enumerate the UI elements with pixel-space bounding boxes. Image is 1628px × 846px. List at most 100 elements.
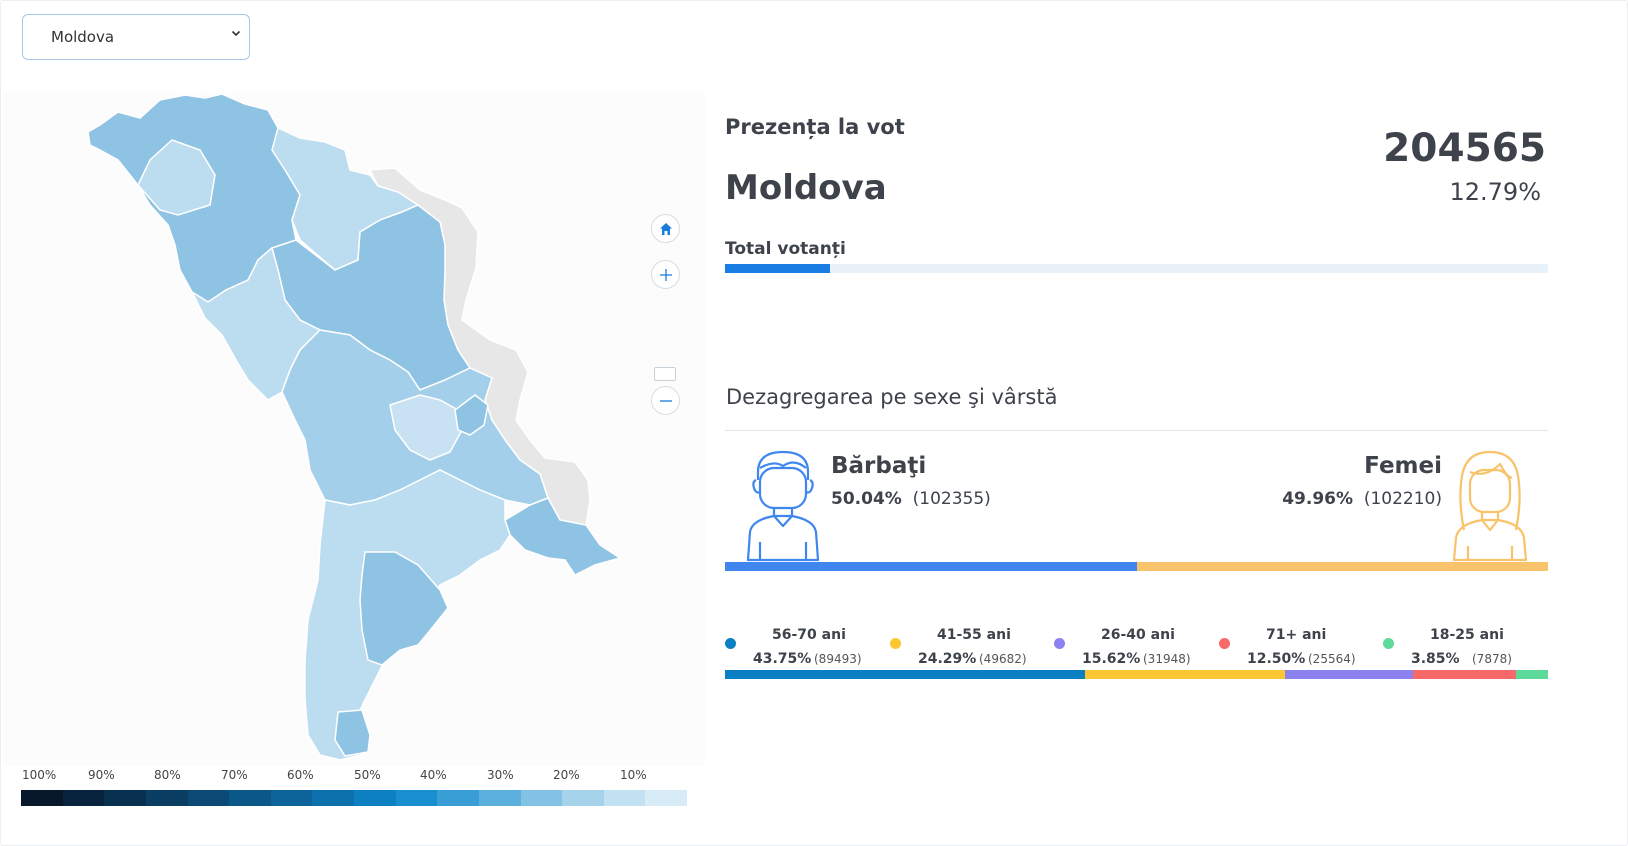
- age-group-label: 56-70 ani: [772, 627, 846, 643]
- legend-swatch: [187, 790, 230, 806]
- turnout-percent: 12.79%: [1449, 178, 1541, 206]
- plus-icon: [659, 268, 672, 281]
- age-legend-item: 71+ ani 12.50% (25564): [1219, 627, 1369, 671]
- men-stats: 50.04% (102355): [831, 489, 991, 509]
- legend-label: 80%: [154, 768, 181, 782]
- men-label: Bărbaţi: [831, 453, 927, 479]
- legend-label: 50%: [354, 768, 381, 782]
- legend-label: 60%: [287, 768, 314, 782]
- legend-swatch: [354, 790, 396, 806]
- legend-swatch: [104, 790, 146, 806]
- turnout-progress-fill: [725, 264, 831, 273]
- total-voters-label: Total votanți: [725, 239, 846, 259]
- region-far-south[interactable]: [334, 709, 371, 757]
- men-segment: [725, 562, 1137, 571]
- age-group-percent: 15.62%: [1082, 651, 1141, 667]
- legend-label: 20%: [553, 768, 580, 782]
- breakdown-title: Dezagregarea pe sexe şi vârstă: [726, 385, 1058, 409]
- minus-icon: [659, 399, 672, 402]
- region-select-value: Moldova: [51, 28, 115, 46]
- legend-label: 90%: [88, 768, 115, 782]
- legend-label: 10%: [620, 768, 647, 782]
- zoom-slider-handle[interactable]: [654, 367, 676, 381]
- home-button[interactable]: [651, 214, 680, 243]
- age-bar-segment: [725, 670, 1086, 679]
- region-north-light[interactable]: [137, 139, 216, 216]
- age-group-percent: 12.50%: [1247, 651, 1306, 667]
- women-label: Femei: [1364, 453, 1442, 479]
- legend-swatch: [562, 790, 604, 806]
- age-bar-segment: [1413, 670, 1517, 679]
- age-color-dot: [1219, 638, 1230, 649]
- region-anenii-noi[interactable]: [454, 394, 489, 436]
- age-group-label: 26-40 ani: [1101, 627, 1175, 643]
- legend-swatch: [21, 790, 63, 806]
- men-percent: 50.04%: [831, 489, 902, 509]
- turnout-label: Prezența la vot: [725, 115, 905, 139]
- legend-swatch: [395, 790, 438, 806]
- age-group-percent: 43.75%: [753, 651, 812, 667]
- age-group-count: (49682): [979, 652, 1027, 666]
- age-group-label: 71+ ani: [1266, 627, 1327, 643]
- map-legend-color-scale: [21, 790, 687, 806]
- legend-swatch: [270, 790, 313, 806]
- age-color-dot: [1383, 638, 1394, 649]
- age-bar-segment: [1284, 670, 1414, 679]
- age-legend-item: 18-25 ani 3.85% (7878): [1383, 627, 1533, 671]
- legend-swatch: [645, 790, 687, 806]
- chevron-down-icon: [231, 30, 241, 37]
- zoom-slider-track[interactable]: [665, 301, 667, 411]
- legend-label: 100%: [22, 768, 57, 782]
- zoom-in-button[interactable]: [651, 260, 680, 289]
- age-split-bar: [725, 670, 1548, 679]
- moldova-map[interactable]: [3, 93, 705, 766]
- woman-icon: [1452, 450, 1528, 562]
- legend-label: 70%: [221, 768, 248, 782]
- women-stats: 49.96% (102210): [1282, 489, 1442, 509]
- age-color-dot: [725, 638, 736, 649]
- men-count: (102355): [912, 489, 991, 509]
- age-group-count: (31948): [1143, 652, 1191, 666]
- age-legend-item: 41-55 ani 24.29% (49682): [890, 627, 1040, 671]
- zoom-out-button[interactable]: [651, 386, 680, 415]
- women-segment: [1136, 562, 1548, 571]
- map-legend-labels: 100% 90% 80% 70% 60% 50% 40% 30% 20% 10%: [22, 768, 688, 784]
- region-gagauzia[interactable]: [359, 551, 449, 666]
- legend-swatch: [312, 790, 354, 806]
- age-group-count: (89493): [814, 652, 862, 666]
- age-group-label: 41-55 ani: [937, 627, 1011, 643]
- age-group-count: (25564): [1308, 652, 1356, 666]
- legend-swatch: [437, 790, 479, 806]
- age-legend-item: 56-70 ani 43.75% (89493): [725, 627, 875, 671]
- home-icon: [659, 222, 672, 235]
- legend-swatch: [145, 790, 188, 806]
- divider: [725, 430, 1548, 431]
- legend-swatch: [62, 790, 105, 806]
- age-group-percent: 24.29%: [918, 651, 977, 667]
- legend-swatch: [229, 790, 271, 806]
- legend-swatch: [603, 790, 646, 806]
- turnout-region-name: Moldova: [725, 168, 887, 208]
- region-southeast[interactable]: [504, 497, 622, 576]
- legend-label: 40%: [420, 768, 447, 782]
- women-percent: 49.96%: [1282, 489, 1354, 509]
- man-icon: [746, 450, 820, 562]
- age-group-percent: 3.85%: [1411, 651, 1460, 667]
- age-color-dot: [890, 638, 901, 649]
- legend-swatch: [478, 790, 521, 806]
- region-chisinau[interactable]: [389, 394, 463, 461]
- age-color-dot: [1054, 638, 1065, 649]
- women-count: (102210): [1363, 489, 1442, 509]
- legend-swatch: [520, 790, 563, 806]
- age-group-label: 18-25 ani: [1430, 627, 1504, 643]
- turnout-count: 204565: [1383, 126, 1546, 171]
- age-legend-item: 26-40 ani 15.62% (31948): [1054, 627, 1204, 671]
- map-panel[interactable]: [3, 93, 705, 766]
- age-bar-segment: [1516, 670, 1548, 679]
- turnout-progress-bar: [725, 264, 1548, 273]
- age-group-count: (7878): [1472, 652, 1512, 666]
- gender-split-bar: [725, 562, 1548, 571]
- region-select[interactable]: Moldova: [22, 14, 250, 60]
- age-bar-segment: [1085, 670, 1285, 679]
- legend-label: 30%: [487, 768, 514, 782]
